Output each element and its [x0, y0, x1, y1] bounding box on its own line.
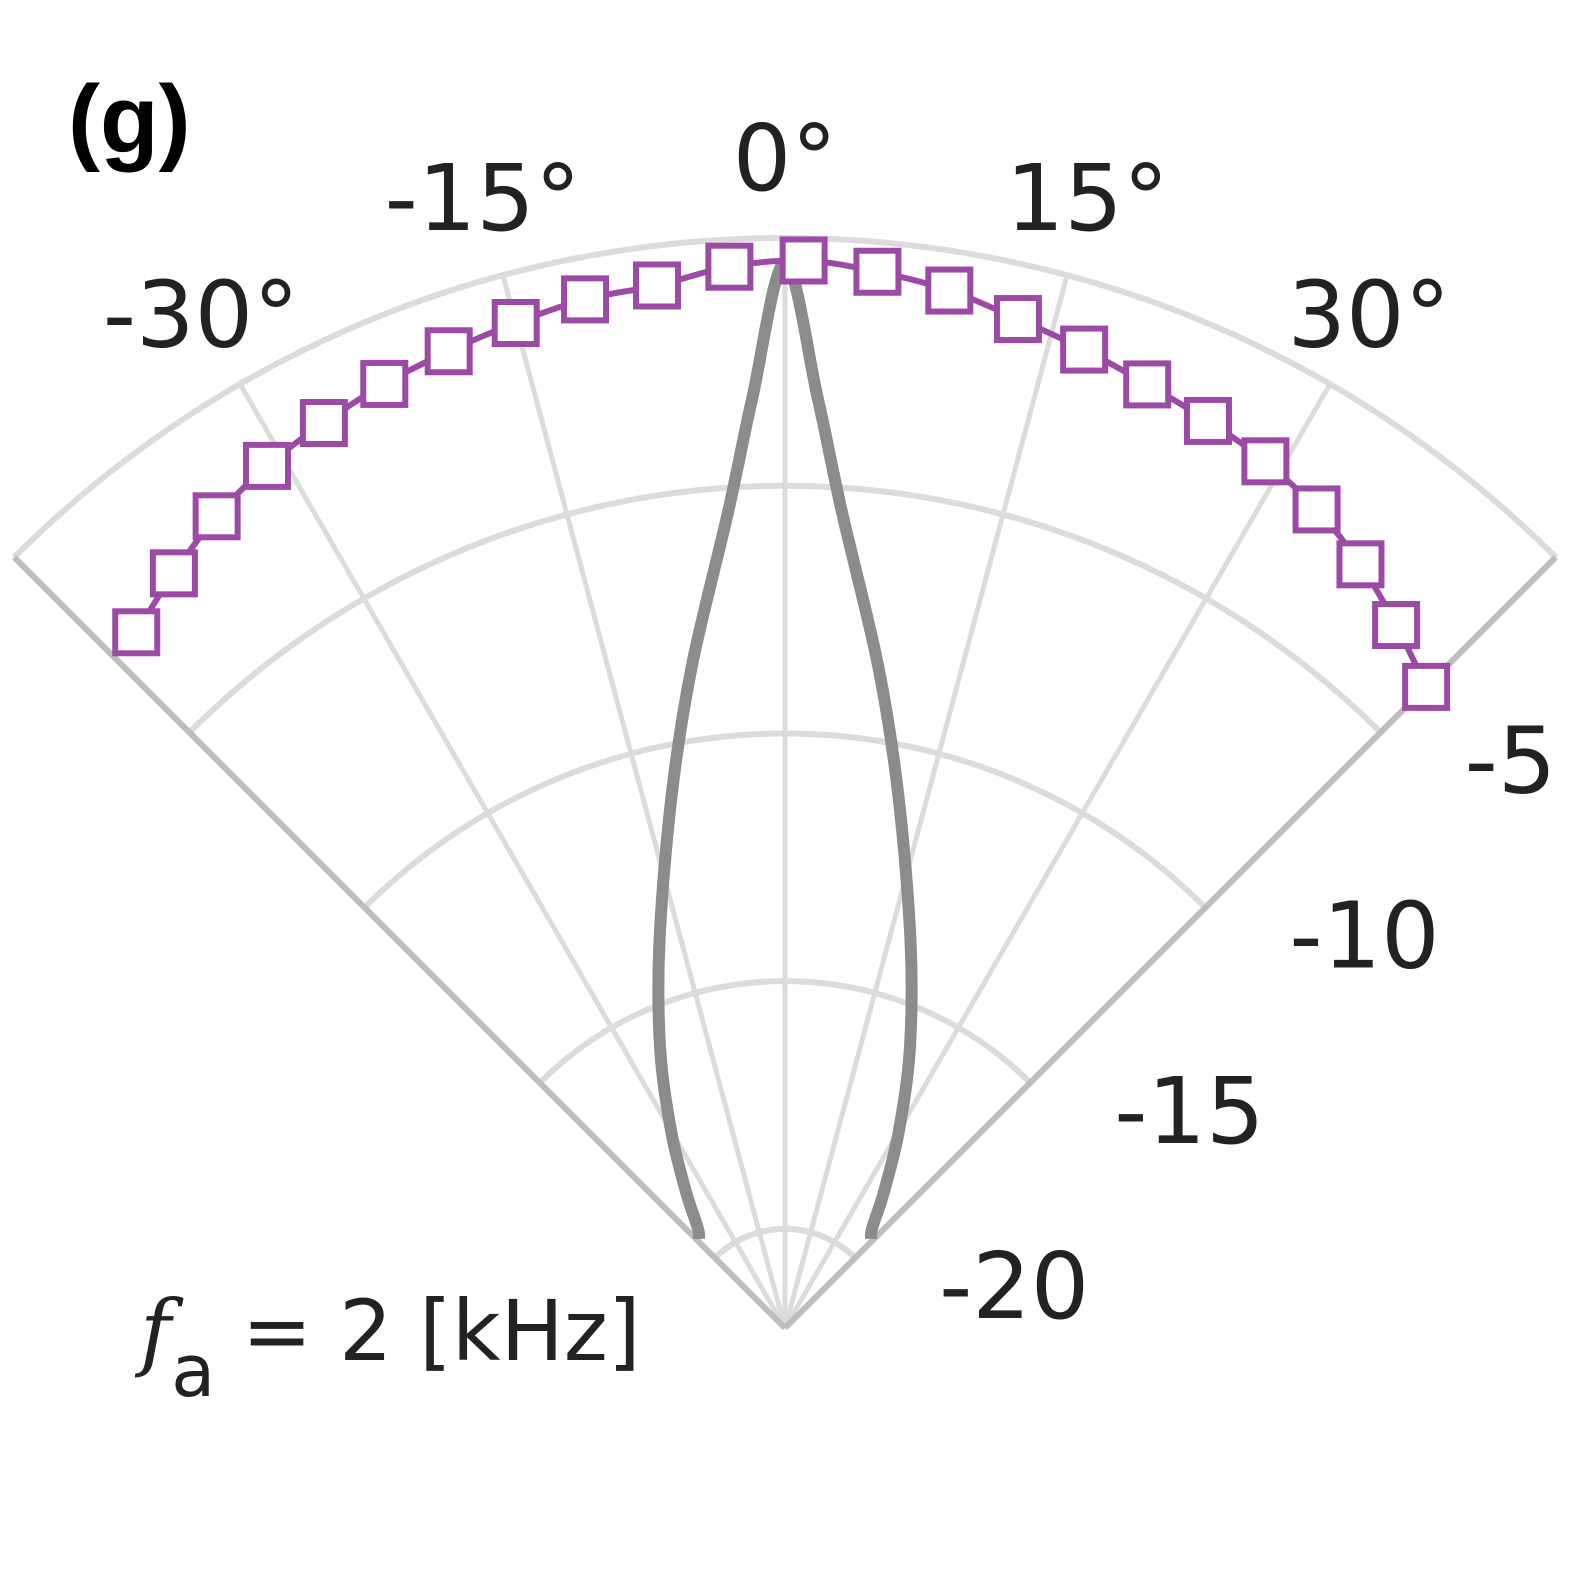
- measured-point-marker: [705, 242, 754, 291]
- measured-point-marker: [1060, 325, 1109, 374]
- angle-tick-label: -30°: [103, 261, 299, 368]
- angle-grid-spoke: [500, 274, 788, 1329]
- panel-label: (g): [68, 66, 191, 173]
- angle-grid-spoke: [237, 382, 788, 1330]
- angle-tick-label: 15°: [1006, 145, 1169, 252]
- measured-point-marker: [1372, 601, 1421, 650]
- angle-tick-label: 0°: [733, 105, 838, 212]
- annotation-value: = 2 [kHz]: [215, 1282, 640, 1380]
- measured-point-marker: [112, 608, 161, 657]
- measured-point-marker: [561, 275, 610, 324]
- measured-point-marker: [1123, 360, 1172, 409]
- annotation-subscript: a: [171, 1329, 215, 1413]
- measured-point-marker: [299, 399, 348, 448]
- sector-edge: [12, 555, 788, 1331]
- measured-point-marker: [1292, 485, 1341, 534]
- angle-grid-spoke: [782, 274, 1070, 1329]
- measured-series-line: [133, 257, 1429, 689]
- tick-labels: -30° -15° 0° 15° 30° -5-10-15-20: [103, 105, 1556, 1340]
- radial-tick-label: -10: [1289, 883, 1439, 990]
- measured-point-marker: [853, 247, 902, 296]
- measured-point-marker: [925, 266, 974, 315]
- measured-point-marker: [491, 298, 540, 347]
- measured-point-marker: [779, 236, 828, 285]
- angle-tick-label: 30°: [1287, 261, 1450, 368]
- measured-point-marker: [360, 359, 409, 408]
- measured-point-marker: [993, 295, 1042, 344]
- measured-point-marker: [424, 327, 473, 376]
- measured-series: [112, 236, 1451, 711]
- angle-tick-label: -15°: [385, 145, 581, 252]
- measured-point-marker: [1183, 396, 1232, 445]
- radial-tick-label: -5: [1465, 707, 1557, 814]
- measured-point-marker: [632, 261, 681, 310]
- angle-grid-spoke: [782, 382, 1333, 1330]
- frequency-annotation: fa = 2 [kHz]: [134, 1282, 641, 1413]
- radial-tick-label: -20: [939, 1233, 1089, 1340]
- measured-point-marker: [192, 492, 241, 541]
- measured-point-marker: [1241, 437, 1290, 486]
- measured-point-marker: [242, 441, 291, 490]
- measured-point-marker: [1402, 662, 1451, 711]
- radial-tick-label: -15: [1114, 1058, 1264, 1165]
- measured-point-marker: [1336, 540, 1385, 589]
- grid: [12, 235, 1558, 1331]
- measured-point-marker: [149, 549, 198, 598]
